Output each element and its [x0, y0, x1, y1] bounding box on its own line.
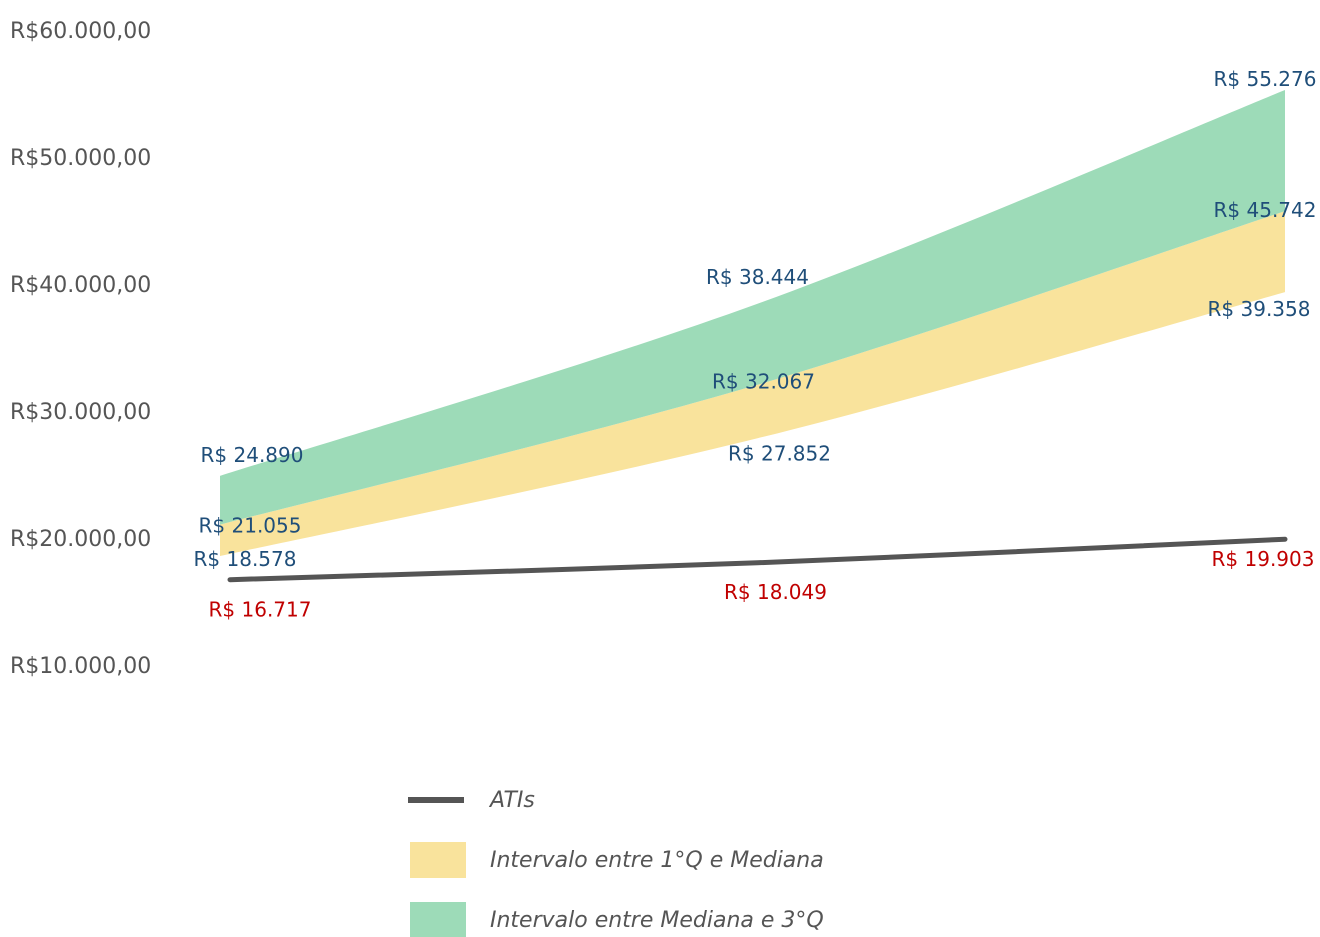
y-tick-label: R$30.000,00 — [10, 400, 151, 425]
y-tick-label: R$10.000,00 — [10, 654, 151, 679]
y-tick-label: R$40.000,00 — [10, 273, 151, 298]
label-atis: R$ 19.903 — [1212, 547, 1315, 571]
label-q1: R$ 39.358 — [1208, 297, 1311, 321]
legend: ATIs Intervalo entre 1°Q e Mediana Interva… — [408, 788, 824, 937]
label-atis: R$ 18.049 — [724, 580, 827, 604]
band-median-q3 — [220, 89, 1285, 525]
line-atis — [227, 536, 1288, 583]
data-labels: R$ 24.890 R$ 38.444 R$ 55.276 R$ 21.055 R$ 3… — [194, 67, 1317, 622]
label-q3: R$ 55.276 — [1214, 67, 1317, 91]
plot-lines — [227, 536, 1288, 583]
plot-areas — [220, 89, 1285, 557]
legend-label: Intervalo entre Mediana e 3°Q — [490, 908, 824, 933]
band-q1-median — [220, 211, 1285, 557]
label-q3: R$ 24.890 — [201, 443, 304, 467]
legend-label: Intervalo entre 1°Q e Mediana — [490, 848, 824, 873]
label-median: R$ 32.067 — [712, 370, 815, 394]
label-median: R$ 21.055 — [199, 514, 302, 538]
y-tick-label: R$20.000,00 — [10, 527, 151, 552]
label-median: R$ 45.742 — [1214, 198, 1317, 222]
legend-swatch-median-q3 — [410, 902, 466, 937]
y-tick-label: R$50.000,00 — [10, 146, 151, 171]
legend-label: ATIs — [488, 788, 535, 813]
label-atis: R$ 16.717 — [209, 598, 312, 622]
label-q1: R$ 27.852 — [728, 441, 831, 465]
label-q1: R$ 18.578 — [194, 547, 297, 571]
y-tick-label: R$60.000,00 — [10, 19, 151, 44]
legend-swatch-q1-median — [410, 842, 466, 878]
y-axis: R$60.000,00 R$50.000,00 R$40.000,00 R$30.00… — [10, 19, 151, 679]
label-q3: R$ 38.444 — [706, 265, 809, 289]
